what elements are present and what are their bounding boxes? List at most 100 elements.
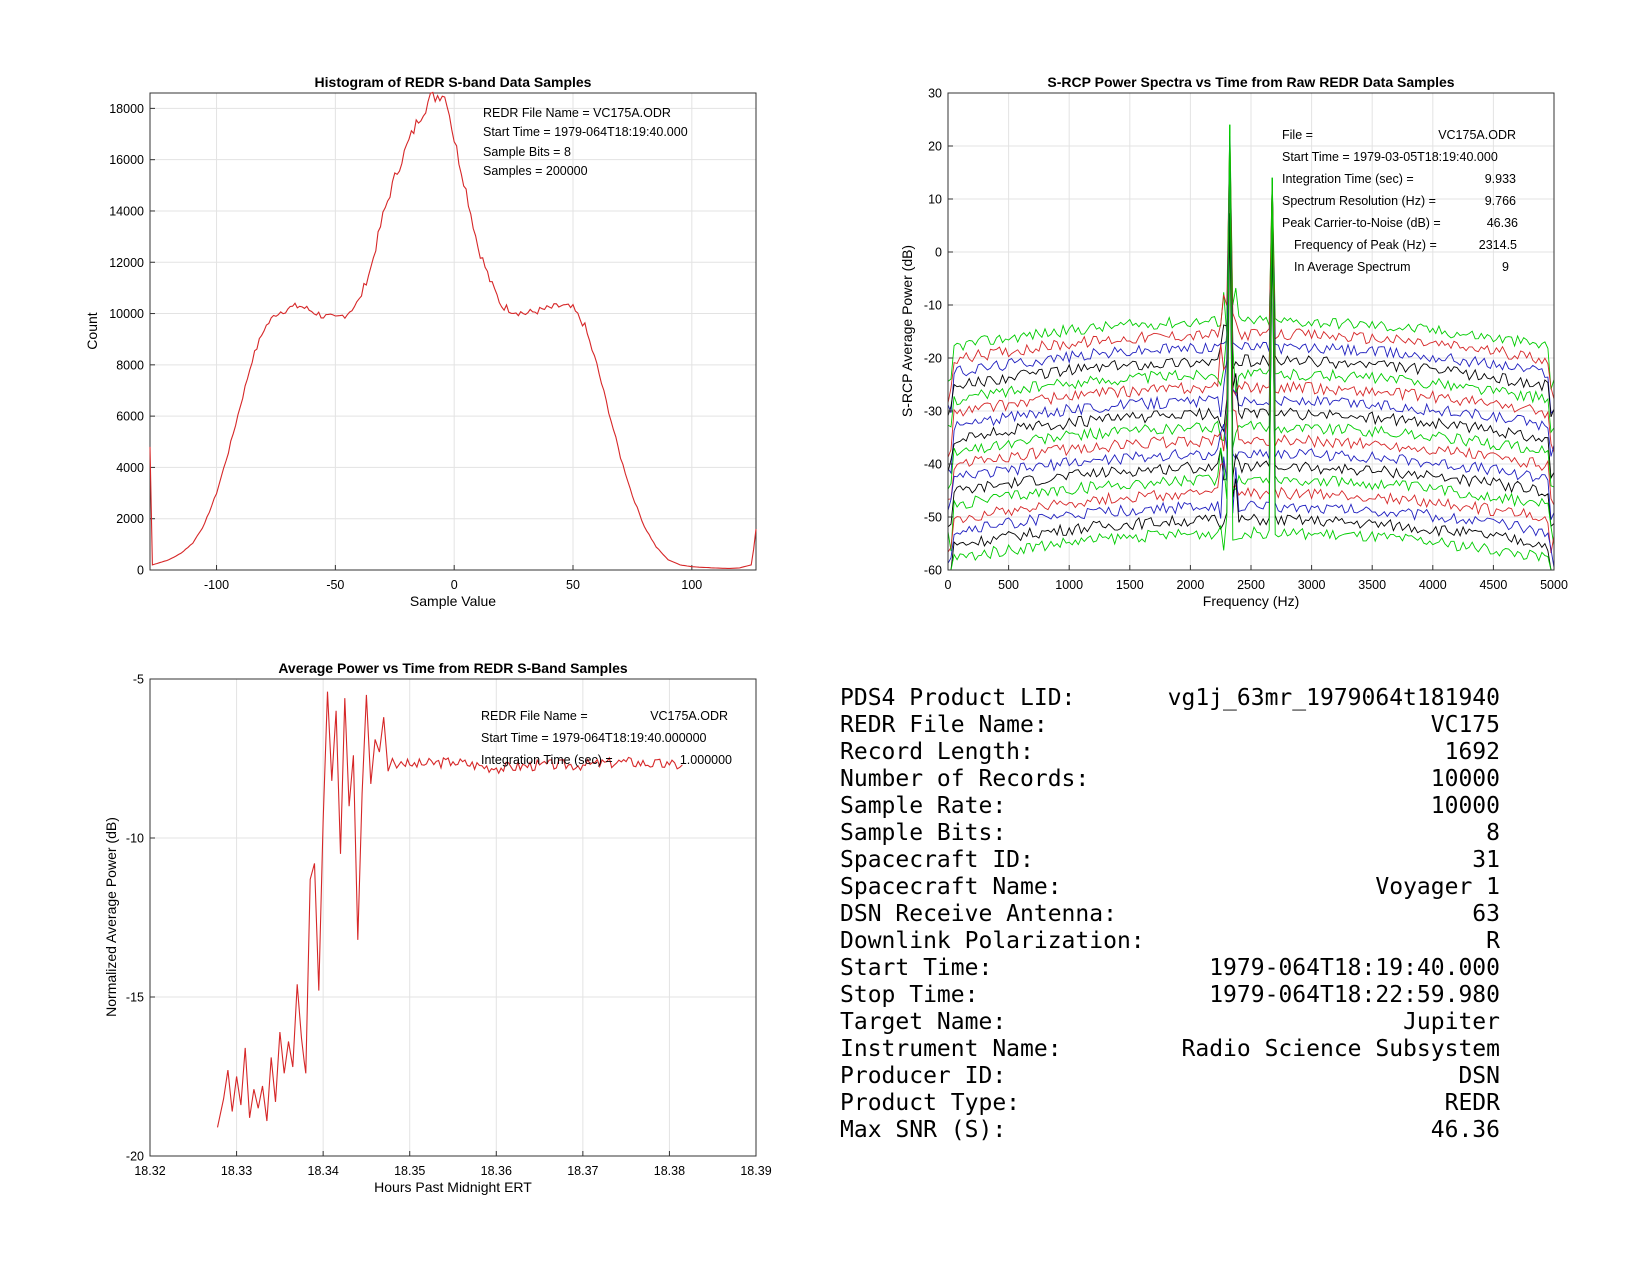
s-y-tick-label: 10 [928,193,942,207]
s-x-tick-label: 0 [945,578,952,592]
metadata-label: Instrument Name: [840,1036,1062,1062]
metadata-value: REDR [1444,1090,1500,1116]
histogram-y-ticks: 0 2000 4000 6000 8000 10000 12000 14000 16000 180… [109,102,155,578]
spectra-ylabel: S-RCP Average Power (dB) [899,245,915,417]
spectrum-line [948,213,1554,571]
s-y-tick-label: -60 [924,564,942,578]
h-x-tick-label: -50 [326,578,344,592]
metadata-label: Spacecraft Name: [840,874,1062,900]
metadata-row: Record Length: 1692 [840,739,1500,766]
spectra-grid [948,93,1554,570]
spectra-annotation-label: Start Time = 1979-03-05T18:19:40.000 [1282,150,1498,164]
h-x-tick-label: -100 [204,578,229,592]
s-y-tick-label: -40 [924,458,942,472]
h-y-tick-label: 10000 [109,307,144,321]
histogram-title: Histogram of REDR S-band Data Samples [315,74,592,90]
p-y-tick-label: -5 [133,673,144,687]
s-y-tick-label: 20 [928,140,942,154]
spectra-annotation-label: Frequency of Peak (Hz) = [1294,238,1437,252]
s-y-tick-label: -10 [924,299,942,313]
s-y-tick-label: -50 [924,511,942,525]
s-x-tick-label: 2500 [1237,578,1265,592]
s-x-tick-label: 4500 [1479,578,1507,592]
h-y-tick-label: 4000 [116,461,144,475]
spectrum-line [947,149,1555,480]
metadata-label: Downlink Polarization: [840,928,1145,954]
spectra-annotations: File = VC175A.ODR Start Time = 1979-03-0… [1282,128,1518,274]
histogram-annotation: Sample Bits = 8 [483,145,571,159]
s-y-tick-label: -20 [924,352,942,366]
p-y-tick-label: -10 [126,832,144,846]
metadata-row: DSN Receive Antenna: 63 [840,901,1500,928]
p-x-tick-label: 18.39 [740,1164,771,1178]
p-x-tick-label: 18.38 [654,1164,685,1178]
power-annotation-label: REDR File Name = [481,709,588,723]
metadata-label: DSN Receive Antenna: [840,901,1117,927]
p-x-tick-label: 18.34 [308,1164,339,1178]
histogram-line [149,91,757,569]
spectrum-line [947,136,1555,528]
s-y-tick-label: -30 [924,405,942,419]
spectra-lines [947,124,1555,571]
power-line [216,691,683,1128]
spectrum-line [947,174,1555,520]
metadata-value: vg1j_63mr_1979064t181940 [1167,685,1500,711]
spectra-panel: 0 500 1000 1500 2000 2500 3000 3500 4000 4500 5000… [899,74,1568,609]
spectra-title: S-RCP Power Spectra vs Time from Raw RED… [1047,74,1454,90]
metadata-value: Voyager 1 [1375,874,1500,900]
power-grid [150,679,756,1156]
spectra-annotation-label: Spectrum Resolution (Hz) = [1282,194,1436,208]
spectrum-line [947,161,1555,418]
spectrum-line [947,124,1555,434]
metadata-label: Spacecraft ID: [840,847,1034,873]
metadata-label: Start Time: [840,955,993,981]
spectrum-line [948,124,1554,571]
metadata-value: 10000 [1430,793,1500,819]
metadata-label: REDR File Name: [840,712,1048,738]
metadata-value: 1692 [1444,739,1500,765]
metadata-label: PDS4 Product LID: [840,685,1076,711]
spectra-annotation-value: 9.933 [1485,172,1516,186]
metadata-value: 63 [1472,901,1500,927]
power-annotations: REDR File Name = VC175A.ODR Start Time =… [481,709,732,767]
metadata-row: Sample Rate: 10000 [840,793,1500,820]
s-y-tick-label: 0 [935,246,942,260]
s-x-tick-label: 2000 [1176,578,1204,592]
s-x-tick-label: 1500 [1116,578,1144,592]
histogram-annotation: REDR File Name = VC175A.ODR [483,106,671,120]
spectra-y-ticks: -60 -50 -40 -30 -20 -10 0 10 20 30 [924,87,953,578]
spectrum-line [947,131,1555,404]
h-x-tick-label: 50 [566,578,580,592]
spectra-annotation-label: File = [1282,128,1313,142]
h-y-tick-label: 16000 [109,153,144,167]
s-x-tick-label: 5000 [1540,578,1568,592]
spectrum-line [947,171,1555,415]
metadata-value: 31 [1472,847,1500,873]
metadata-value: 10000 [1430,766,1500,792]
histogram-panel: -100 -50 0 50 100 0 2000 4000 6000 8000 10000 1200… [84,74,757,609]
p-y-tick-label: -15 [126,991,144,1005]
metadata-row: Downlink Polarization: R [840,928,1500,955]
metadata-label: Number of Records: [840,766,1090,792]
spectrum-line [947,138,1555,458]
s-x-tick-label: 3000 [1298,578,1326,592]
histogram-annotation: Start Time = 1979-064T18:19:40.000 [483,125,688,139]
metadata-value: DSN [1458,1063,1500,1089]
metadata-value: 1979-064T18:19:40.000 [1209,955,1500,981]
spectra-annotation-value: VC175A.ODR [1438,128,1516,142]
power-annotation-value: VC175A.ODR [650,709,728,723]
metadata-label: Max SNR (S): [840,1117,1007,1143]
metadata-value: R [1486,928,1500,954]
metadata-row: Start Time: 1979-064T18:19:40.000 [840,955,1500,982]
h-y-tick-label: 8000 [116,358,144,372]
spectrum-line [947,179,1555,554]
spectra-annotation-label: Integration Time (sec) = [1282,172,1414,186]
power-annotation-label: Integration Time (sec) = [481,753,613,767]
power-annotation-value: 1.000000 [680,753,732,767]
s-x-tick-label: 500 [998,578,1019,592]
histogram-xlabel: Sample Value [410,593,496,609]
p-x-tick-label: 18.32 [134,1164,165,1178]
metadata-value: VC175 [1430,712,1500,738]
h-y-tick-label: 6000 [116,410,144,424]
